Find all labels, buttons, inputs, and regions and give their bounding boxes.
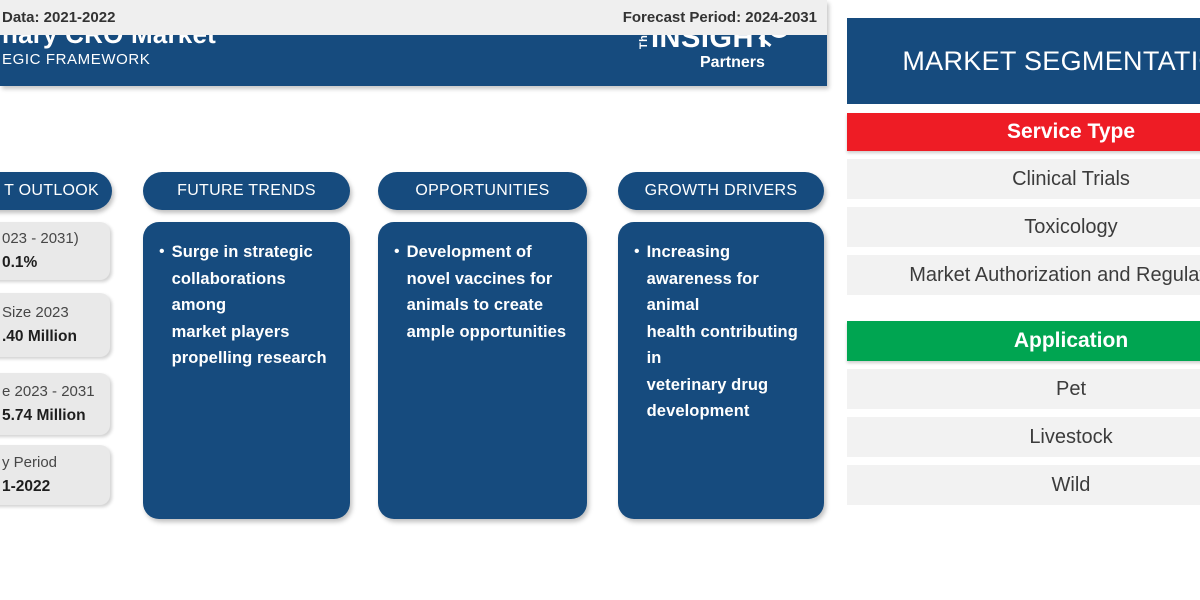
- opportunities-text: Development of novel vaccines for animal…: [406, 243, 567, 341]
- growth-drivers-text: Increasing awareness for animal health c…: [646, 243, 798, 420]
- stat-market-size-2023: Size 2023 .40 Million: [0, 293, 110, 357]
- bullet-icon: •: [394, 243, 400, 260]
- stat-cagr: 023 - 2031) 0.1%: [0, 222, 110, 280]
- stat-cagr-value: 0.1%: [2, 254, 38, 271]
- stat-size-2023-label: Size 2023: [2, 304, 69, 321]
- historic-data-label: Data: 2021-2022: [2, 9, 116, 26]
- period-bar: Data: 2021-2022 Forecast Period: 2024-20…: [0, 0, 827, 35]
- growth-drivers-pill: GROWTH DRIVERS: [618, 172, 824, 210]
- segmentation-title: MARKET SEGMENTATION: [847, 18, 1200, 104]
- segment-item-toxicology: Toxicology: [847, 207, 1200, 247]
- opportunities-pill: OPPORTUNITIES: [378, 172, 587, 210]
- application-band: Application: [847, 321, 1200, 361]
- growth-drivers-box: • Increasing awareness for animal health…: [618, 222, 824, 519]
- bullet-icon: •: [634, 243, 640, 260]
- segment-item-wild: Wild: [847, 465, 1200, 505]
- future-trends-pill: FUTURE TRENDS: [143, 172, 350, 210]
- stat-history-value: 1-2022: [2, 478, 51, 495]
- segment-item-clinical-trials: Clinical Trials: [847, 159, 1200, 199]
- future-trends-text: Surge in strategic collaborations among …: [171, 243, 327, 367]
- segment-item-pet: Pet: [847, 369, 1200, 409]
- stat-cagr-label: 023 - 2031): [2, 230, 79, 247]
- bullet-icon: •: [159, 243, 165, 260]
- future-trends-bullet: • Surge in strategic collaborations amon…: [159, 239, 338, 372]
- forecast-period-label: Forecast Period: 2024-2031: [622, 9, 817, 26]
- segment-item-livestock: Livestock: [847, 417, 1200, 457]
- stat-size-2031-label: e 2023 - 2031: [2, 383, 95, 400]
- service-type-band: Service Type: [847, 113, 1200, 151]
- stat-market-size-2031: e 2023 - 2031 5.74 Million: [0, 373, 110, 435]
- opportunities-box: • Development of novel vaccines for anim…: [378, 222, 587, 519]
- stat-size-2023-value: .40 Million: [2, 328, 77, 345]
- page-subtitle: EGIC FRAMEWORK: [2, 51, 151, 68]
- stat-history-period: y Period 1-2022: [0, 445, 110, 505]
- market-outlook-pill: T OUTLOOK: [0, 172, 112, 210]
- opportunities-bullet: • Development of novel vaccines for anim…: [394, 239, 575, 345]
- market-segmentation-panel: MARKET SEGMENTATION Service Type Clinica…: [847, 18, 1200, 538]
- future-trends-box: • Surge in strategic collaborations amon…: [143, 222, 350, 519]
- stat-size-2031-value: 5.74 Million: [2, 407, 86, 424]
- growth-drivers-bullet: • Increasing awareness for animal health…: [634, 239, 812, 425]
- logo-partners-text: Partners: [700, 54, 765, 71]
- stat-history-label: y Period: [2, 454, 58, 471]
- segment-item-market-authorization: Market Authorization and Regulatory: [847, 255, 1200, 295]
